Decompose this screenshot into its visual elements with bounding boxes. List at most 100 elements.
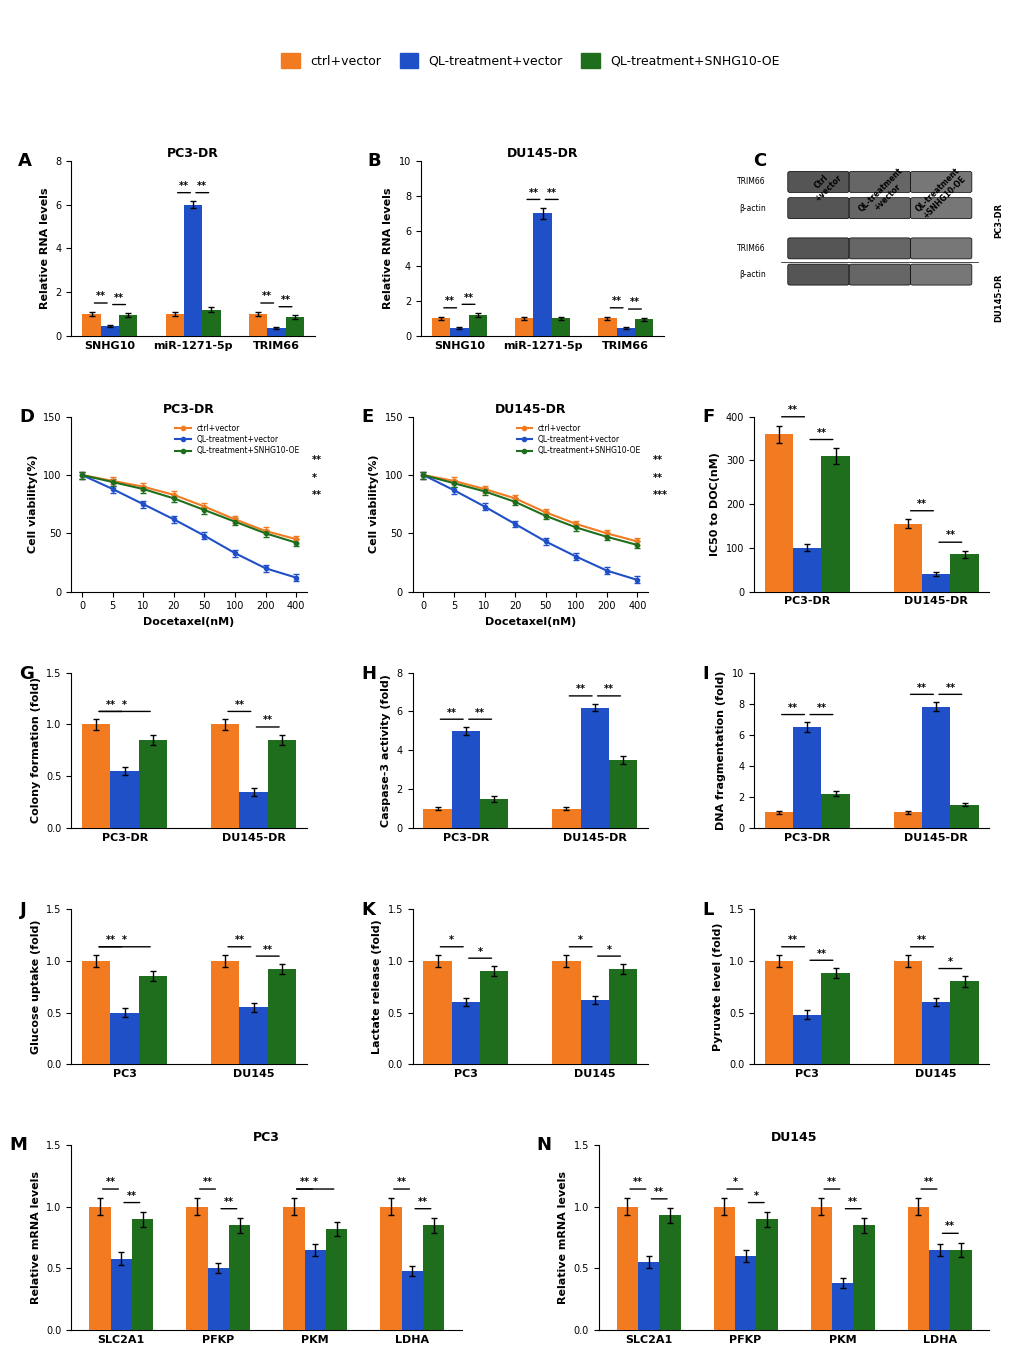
FancyBboxPatch shape <box>787 239 848 259</box>
Y-axis label: IC50 to DOC(nM): IC50 to DOC(nM) <box>709 452 719 557</box>
Bar <box>853 1226 873 1330</box>
Bar <box>285 317 304 336</box>
Text: **: ** <box>916 683 926 692</box>
Bar <box>907 1206 928 1330</box>
Bar <box>139 740 167 828</box>
Bar <box>793 727 820 828</box>
Text: *: * <box>122 699 127 710</box>
Bar <box>893 961 921 1064</box>
Text: *: * <box>477 946 482 957</box>
Y-axis label: Colony formation (fold): Colony formation (fold) <box>31 677 41 824</box>
Text: G: G <box>19 665 35 683</box>
Bar <box>449 328 468 336</box>
FancyBboxPatch shape <box>787 171 848 192</box>
Bar <box>183 204 202 336</box>
Bar <box>658 1216 680 1330</box>
Text: Ctrl
+vector: Ctrl +vector <box>805 166 843 204</box>
Bar <box>764 813 793 828</box>
Text: **: ** <box>603 684 613 694</box>
Bar <box>921 1002 950 1064</box>
Y-axis label: Cell viability(%): Cell viability(%) <box>28 455 38 554</box>
Bar <box>110 771 139 828</box>
Text: A: A <box>17 152 32 170</box>
Bar <box>186 1206 207 1330</box>
Text: **: ** <box>262 291 272 302</box>
Text: **: ** <box>945 1222 955 1231</box>
Bar <box>249 314 267 336</box>
Bar <box>83 314 101 336</box>
Text: **: ** <box>916 499 926 509</box>
Text: *: * <box>313 1178 318 1187</box>
Text: *: * <box>732 1178 737 1187</box>
Text: **: ** <box>848 1197 857 1206</box>
Bar <box>211 724 239 828</box>
Text: **: ** <box>234 699 245 710</box>
Text: F: F <box>701 409 713 426</box>
Text: **: ** <box>446 707 457 717</box>
Bar <box>950 1250 971 1330</box>
Bar <box>228 1226 250 1330</box>
Bar <box>480 971 508 1064</box>
Legend: ctrl+vector, QL-treatment+vector, QL-treatment+SNHG10-OE: ctrl+vector, QL-treatment+vector, QL-tre… <box>513 421 644 458</box>
Bar <box>893 813 921 828</box>
FancyBboxPatch shape <box>848 171 910 192</box>
Text: E: E <box>361 409 373 426</box>
FancyBboxPatch shape <box>910 239 971 259</box>
Bar <box>423 1226 444 1330</box>
FancyBboxPatch shape <box>910 197 971 218</box>
Bar <box>608 760 637 828</box>
Bar <box>608 969 637 1064</box>
Bar <box>616 328 634 336</box>
Bar <box>634 319 652 336</box>
Bar <box>267 328 285 336</box>
FancyBboxPatch shape <box>848 265 910 285</box>
Text: **: ** <box>652 473 662 483</box>
Bar <box>515 318 533 336</box>
Text: M: M <box>9 1137 26 1154</box>
Text: *: * <box>753 1190 758 1201</box>
Bar <box>921 574 950 591</box>
Bar <box>431 318 449 336</box>
Bar <box>893 524 921 591</box>
Bar <box>423 809 451 828</box>
Text: **: ** <box>114 293 124 303</box>
Title: PC3: PC3 <box>253 1131 280 1145</box>
Text: **: ** <box>280 295 290 304</box>
Text: ***: *** <box>652 491 667 500</box>
Text: **: ** <box>105 935 115 945</box>
Text: *: * <box>578 935 583 945</box>
Text: **: ** <box>630 298 639 307</box>
Bar <box>810 1206 832 1330</box>
Legend: ctrl+vector, QL-treatment+vector, QL-treatment+SNHG10-OE: ctrl+vector, QL-treatment+vector, QL-tre… <box>281 53 779 69</box>
Text: *: * <box>606 945 611 954</box>
Title: DU145-DR: DU145-DR <box>494 403 566 415</box>
Bar <box>239 1008 267 1064</box>
Text: DU145-DR: DU145-DR <box>993 273 1002 322</box>
Text: TRIM66: TRIM66 <box>737 244 765 252</box>
Bar <box>139 976 167 1064</box>
Bar <box>131 1219 153 1330</box>
Text: **: ** <box>923 1178 933 1187</box>
Y-axis label: Relative mRNA levels: Relative mRNA levels <box>31 1171 41 1304</box>
Bar <box>921 707 950 828</box>
Text: **: ** <box>945 531 955 540</box>
Bar <box>326 1228 346 1330</box>
FancyBboxPatch shape <box>848 197 910 218</box>
Bar <box>832 1283 853 1330</box>
Text: **: ** <box>528 188 538 197</box>
Bar <box>764 961 793 1064</box>
Bar <box>580 999 608 1064</box>
Bar <box>423 961 451 1064</box>
Bar <box>267 969 296 1064</box>
Bar <box>950 982 978 1064</box>
Text: **: ** <box>300 1178 309 1187</box>
Text: **: ** <box>632 1178 642 1187</box>
Text: C: C <box>752 152 765 170</box>
Bar <box>165 314 183 336</box>
Text: **: ** <box>234 935 245 945</box>
Text: **: ** <box>396 1178 407 1187</box>
Text: L: L <box>701 901 713 919</box>
Text: QL-treatment
+SNHG10-OE: QL-treatment +SNHG10-OE <box>913 166 968 221</box>
Text: I: I <box>701 665 708 683</box>
Text: **: ** <box>826 1178 837 1187</box>
